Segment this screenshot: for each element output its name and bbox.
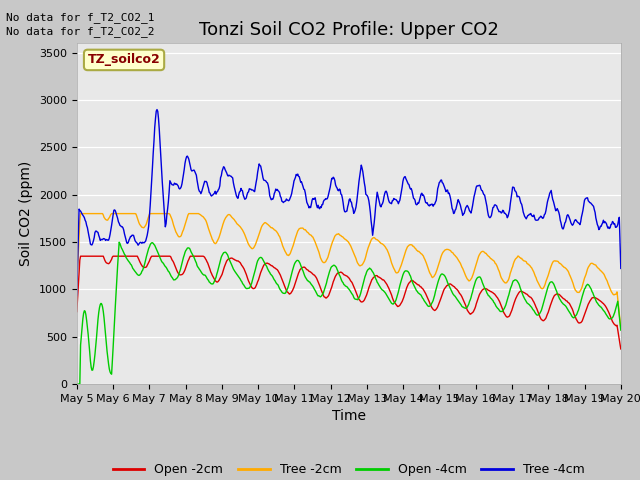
Tree -2cm — [140, 225, 147, 231]
X-axis label: Time: Time — [332, 409, 366, 423]
Tree -4cm — [195, 186, 202, 192]
Tree -4cm — [83, 223, 90, 228]
Tree -4cm — [139, 240, 147, 245]
Tree -2cm — [223, 213, 231, 218]
Tree -4cm — [73, 292, 81, 298]
Tree -2cm — [77, 211, 84, 216]
Open -2cm — [195, 253, 202, 259]
Text: No data for f_T2_CO2_1: No data for f_T2_CO2_1 — [6, 12, 155, 23]
Line: Open -2cm: Open -2cm — [77, 256, 621, 349]
Tree -2cm — [84, 211, 92, 216]
Tree -4cm — [153, 107, 161, 112]
Text: TZ_soilco2: TZ_soilco2 — [88, 53, 161, 66]
Line: Tree -4cm: Tree -4cm — [77, 109, 621, 295]
Tree -4cm — [431, 199, 439, 205]
Open -2cm — [416, 283, 424, 289]
Line: Tree -2cm: Tree -2cm — [77, 214, 621, 328]
Open -4cm — [617, 327, 625, 333]
Open -4cm — [83, 317, 90, 323]
Tree -2cm — [617, 325, 625, 331]
Open -2cm — [431, 307, 439, 313]
Open -4cm — [431, 289, 439, 295]
Text: No data for f_T2_CO2_2: No data for f_T2_CO2_2 — [6, 26, 155, 37]
Open -4cm — [73, 381, 81, 387]
Open -4cm — [195, 265, 202, 271]
Open -2cm — [84, 253, 92, 259]
Open -4cm — [223, 252, 231, 257]
Tree -2cm — [431, 271, 439, 277]
Open -4cm — [140, 265, 147, 271]
Open -4cm — [416, 291, 424, 297]
Y-axis label: Soil CO2 (ppm): Soil CO2 (ppm) — [19, 161, 33, 266]
Tree -2cm — [73, 285, 81, 290]
Open -2cm — [140, 264, 147, 270]
Open -2cm — [617, 346, 625, 352]
Tree -4cm — [617, 265, 625, 271]
Title: Tonzi Soil CO2 Profile: Upper CO2: Tonzi Soil CO2 Profile: Upper CO2 — [199, 21, 499, 39]
Tree -2cm — [195, 211, 202, 216]
Tree -4cm — [416, 197, 424, 203]
Line: Open -4cm: Open -4cm — [77, 242, 621, 384]
Tree -2cm — [416, 249, 424, 255]
Open -2cm — [73, 309, 81, 314]
Open -2cm — [223, 257, 231, 263]
Legend: Open -2cm, Tree -2cm, Open -4cm, Tree -4cm: Open -2cm, Tree -2cm, Open -4cm, Tree -4… — [108, 458, 589, 480]
Open -2cm — [77, 253, 84, 259]
Open -4cm — [115, 240, 123, 245]
Tree -4cm — [223, 172, 231, 178]
